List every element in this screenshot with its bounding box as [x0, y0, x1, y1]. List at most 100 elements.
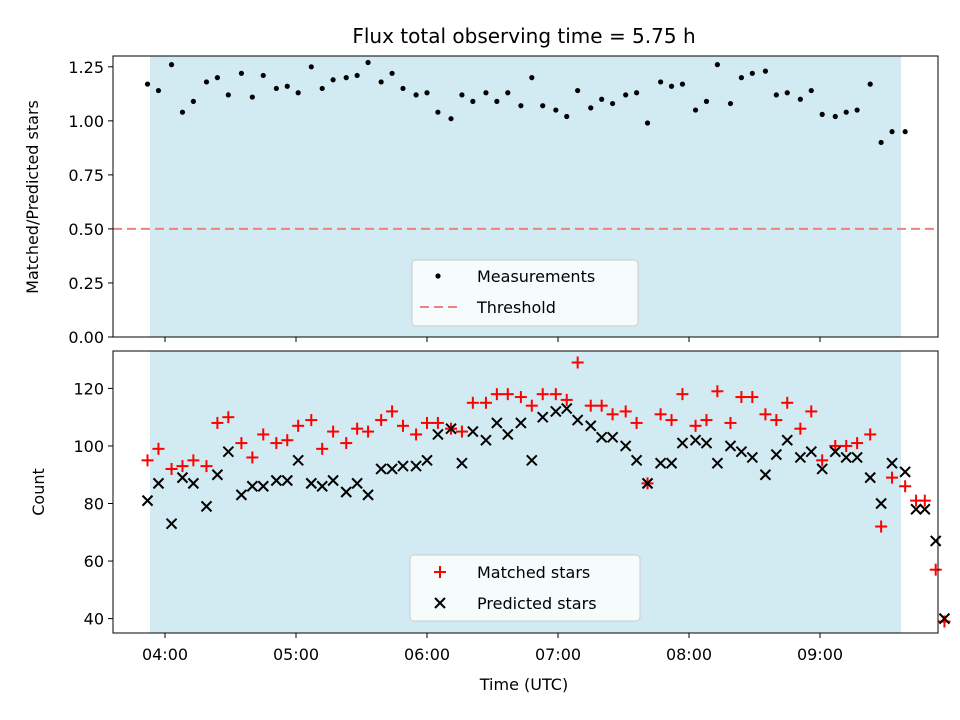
ratio-y-tick-label: 0.00: [68, 328, 104, 347]
predicted-star-point: [930, 535, 942, 547]
measurement-point: [308, 64, 314, 70]
measurement-point: [413, 92, 419, 98]
matched-star-point: [630, 416, 643, 429]
predicted-star-point: [840, 451, 852, 464]
matched-star-point: [362, 425, 375, 438]
measurement-point: [658, 79, 664, 85]
measurement-point: [575, 87, 581, 94]
matched-star-point: [281, 434, 294, 447]
predicted-star-point: [711, 457, 724, 469]
predicted-star-point: [619, 440, 632, 452]
predicted-star-point: [165, 517, 178, 530]
predicted-star-point: [550, 405, 562, 418]
matched-star-point: [805, 405, 818, 418]
predicted-star-point: [886, 457, 898, 469]
matched-star-point: [305, 414, 318, 427]
matched-star-point: [899, 480, 912, 493]
measurement-point: [343, 75, 349, 81]
predicted-star-point: [340, 486, 352, 498]
predicted-star-point: [571, 414, 584, 426]
predicted-star-point: [386, 463, 398, 475]
predicted-star-point: [176, 471, 189, 484]
count-x-tick-label: 08:00: [666, 645, 712, 664]
measurement-point: [714, 62, 720, 68]
ratio-y-tick-label: 1.00: [68, 112, 104, 131]
ratio-axes-frame: [112, 55, 939, 338]
predicted-star-point: [851, 451, 863, 464]
matched-star-point: [386, 405, 399, 418]
measurement-point: [389, 70, 395, 76]
measurement-point: [260, 72, 266, 79]
count-y-tick-label: 80: [84, 495, 104, 514]
measurement-point: [400, 85, 406, 92]
matched-star-point: [676, 388, 689, 401]
matched-star-point: [536, 388, 549, 401]
count-y-ticks: 40 60 80 100 120: [73, 379, 113, 629]
matched-star-point: [187, 454, 200, 467]
measurement-point: [564, 113, 570, 120]
measurement-point: [878, 139, 884, 146]
predicted-star-point: [700, 437, 713, 449]
measurement-point: [518, 103, 524, 109]
ratio-y-axis-label: Matched/Predicted stars: [23, 100, 42, 294]
predicted-star-point: [327, 474, 339, 487]
matched-star-point: [490, 388, 503, 401]
predicted-star-point: [919, 503, 931, 515]
matched-star-point: [292, 419, 305, 432]
legend-measurements-label: Measurements: [477, 267, 595, 286]
measurement-point: [435, 109, 441, 115]
measurement-point: [703, 98, 710, 104]
predicted-star-point: [641, 477, 654, 490]
matched-star-point: [619, 405, 632, 418]
ratio-x-ticks: [164, 337, 821, 342]
predicted-star-point: [187, 477, 200, 490]
measurement-point: [808, 87, 814, 94]
measurement-point: [505, 90, 511, 96]
predicted-star-point: [222, 446, 235, 458]
matched-star-point: [501, 388, 514, 401]
measurement-point: [284, 83, 290, 89]
predicted-star-point: [467, 425, 479, 438]
matched-star-point: [340, 437, 353, 450]
measurement-point: [319, 85, 325, 92]
matched-star-point: [840, 439, 853, 452]
predicted-star-point: [630, 454, 643, 467]
measurement-point: [902, 129, 908, 135]
matched-star-point: [246, 451, 259, 464]
legend-predicted-label: Predicted stars: [477, 594, 597, 613]
matched-star-point: [257, 428, 270, 441]
predicted-star-point: [292, 454, 304, 467]
predicted-star-point: [397, 460, 409, 472]
measurement-point: [843, 109, 849, 115]
measurement-point: [238, 70, 245, 76]
count-x-ticks: 04:00 05:00 06:00 07:00 08:00 09:00: [142, 633, 843, 664]
predicted-star-point: [235, 489, 248, 501]
predicted-star-point: [816, 463, 828, 475]
predicted-star-point: [561, 402, 573, 415]
matched-star-point: [455, 425, 468, 438]
matched-star-point: [396, 419, 409, 432]
predicted-star-point: [456, 457, 468, 469]
measurement-point: [354, 72, 360, 79]
measurement-point: [668, 83, 675, 89]
predicted-star-point: [746, 451, 759, 464]
predicted-star-point: [899, 466, 911, 478]
matched-star-point: [351, 422, 364, 435]
matched-star-point: [375, 414, 388, 427]
count-axes-frame: [112, 350, 939, 634]
matched-star-point: [165, 462, 178, 475]
matched-star-point: [918, 494, 931, 507]
measurement-point: [819, 111, 825, 117]
count-legend-box: [409, 554, 641, 622]
count-x-tick-label: 05:00: [273, 645, 319, 664]
predicted-star-point: [410, 460, 422, 472]
predicted-star-point: [200, 500, 213, 513]
measurement-point: [867, 81, 873, 87]
x-axis-label: Time (UTC): [479, 675, 568, 694]
measurement-point: [599, 96, 605, 102]
predicted-star-point: [606, 431, 619, 444]
predicted-star-point: [759, 469, 772, 481]
matched-star-point: [514, 391, 527, 404]
matched-star-point: [654, 408, 667, 421]
predicted-star-point: [491, 417, 503, 429]
